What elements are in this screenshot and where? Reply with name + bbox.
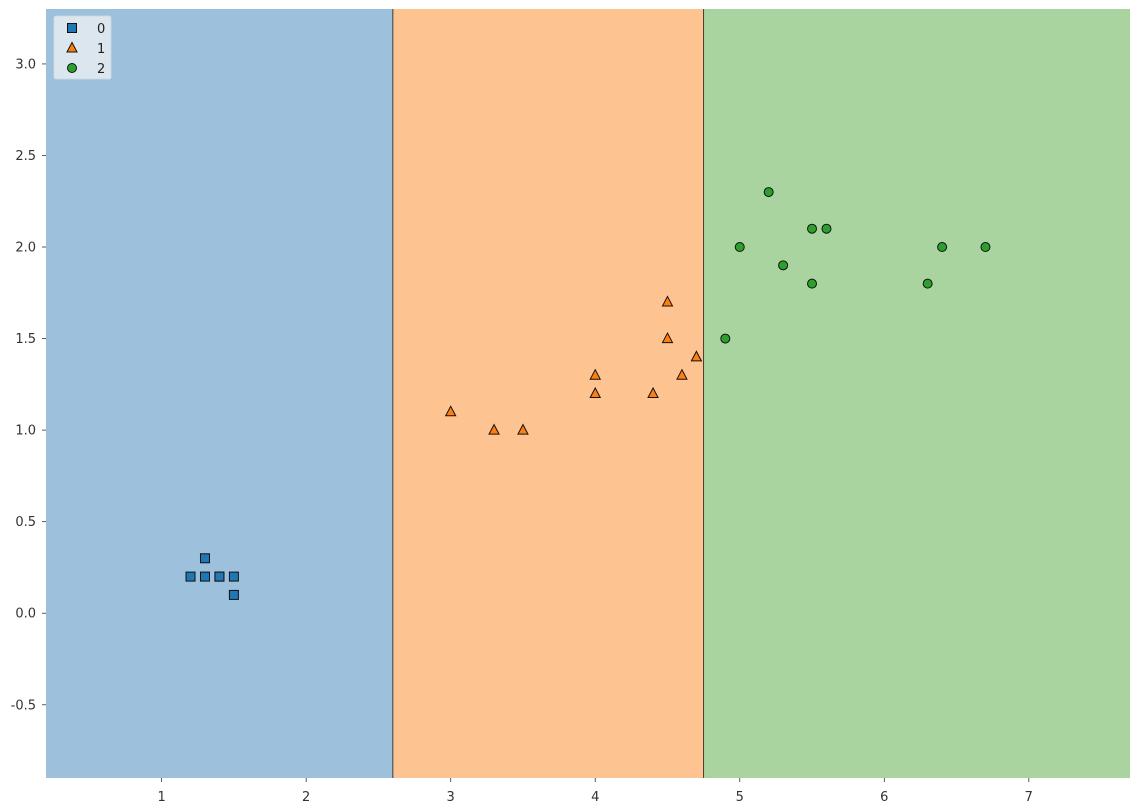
legend-label-2: 2 [97, 62, 105, 77]
y-tick-label: 1.0 [15, 424, 36, 439]
region-class-0 [46, 9, 393, 778]
region-class-1 [392, 9, 704, 778]
region-borders [392, 9, 705, 778]
data-points [185, 187, 991, 600]
point-class-0 [228, 571, 239, 582]
point-class-0 [214, 571, 225, 582]
point-class-1 [661, 331, 674, 344]
x-tick-label: 2 [302, 790, 310, 805]
point-class-1 [690, 350, 703, 362]
y-tick-label: 1.5 [15, 332, 36, 347]
legend-label-0: 0 [97, 22, 105, 37]
point-class-2 [980, 242, 991, 253]
point-class-1 [589, 386, 602, 398]
y-tick-label: -0.5 [11, 698, 36, 713]
x-tick-label: 7 [1025, 790, 1033, 805]
point-class-2 [922, 278, 933, 289]
point-class-2 [937, 242, 948, 253]
y-tick-label: 0.0 [15, 607, 36, 622]
point-class-0 [228, 589, 239, 600]
legend-label-1: 1 [97, 42, 105, 57]
point-class-2 [763, 187, 774, 198]
y-tick-label: 2.5 [15, 149, 36, 164]
x-tick-label: 1 [157, 790, 165, 805]
y-axis: -0.5 0.0 0.5 1.0 1.5 2.0 2.5 3.0 [11, 57, 46, 713]
point-class-0 [199, 553, 210, 564]
point-class-1 [517, 423, 529, 435]
legend-marker-2 [67, 63, 77, 73]
point-class-2 [807, 223, 818, 234]
y-tick-label: 2.0 [15, 241, 36, 256]
point-class-1 [661, 295, 674, 307]
y-tick-label: 3.0 [15, 57, 36, 72]
point-class-2 [734, 242, 745, 253]
point-class-0 [185, 571, 196, 582]
point-class-1 [589, 368, 602, 380]
y-tick-label: 0.5 [15, 515, 36, 530]
point-class-2 [821, 223, 832, 234]
point-class-2 [807, 278, 818, 289]
legend-marker-1 [66, 41, 78, 53]
region-class-2 [703, 9, 1130, 778]
point-class-1 [444, 405, 457, 417]
point-class-1 [488, 423, 500, 435]
point-class-0 [199, 571, 210, 582]
point-class-2 [778, 260, 789, 271]
legend-marker-0 [67, 23, 77, 33]
x-tick-label: 3 [447, 790, 455, 805]
x-axis: 1 2 3 4 5 6 7 [157, 778, 1033, 805]
point-class-1 [676, 368, 688, 380]
x-tick-label: 6 [880, 790, 888, 805]
point-class-1 [647, 386, 659, 398]
point-class-2 [720, 333, 731, 344]
x-tick-label: 4 [591, 790, 599, 805]
x-tick-label: 5 [736, 790, 744, 805]
decision-regions [46, 9, 1130, 778]
legend: 0 1 2 [53, 15, 112, 80]
